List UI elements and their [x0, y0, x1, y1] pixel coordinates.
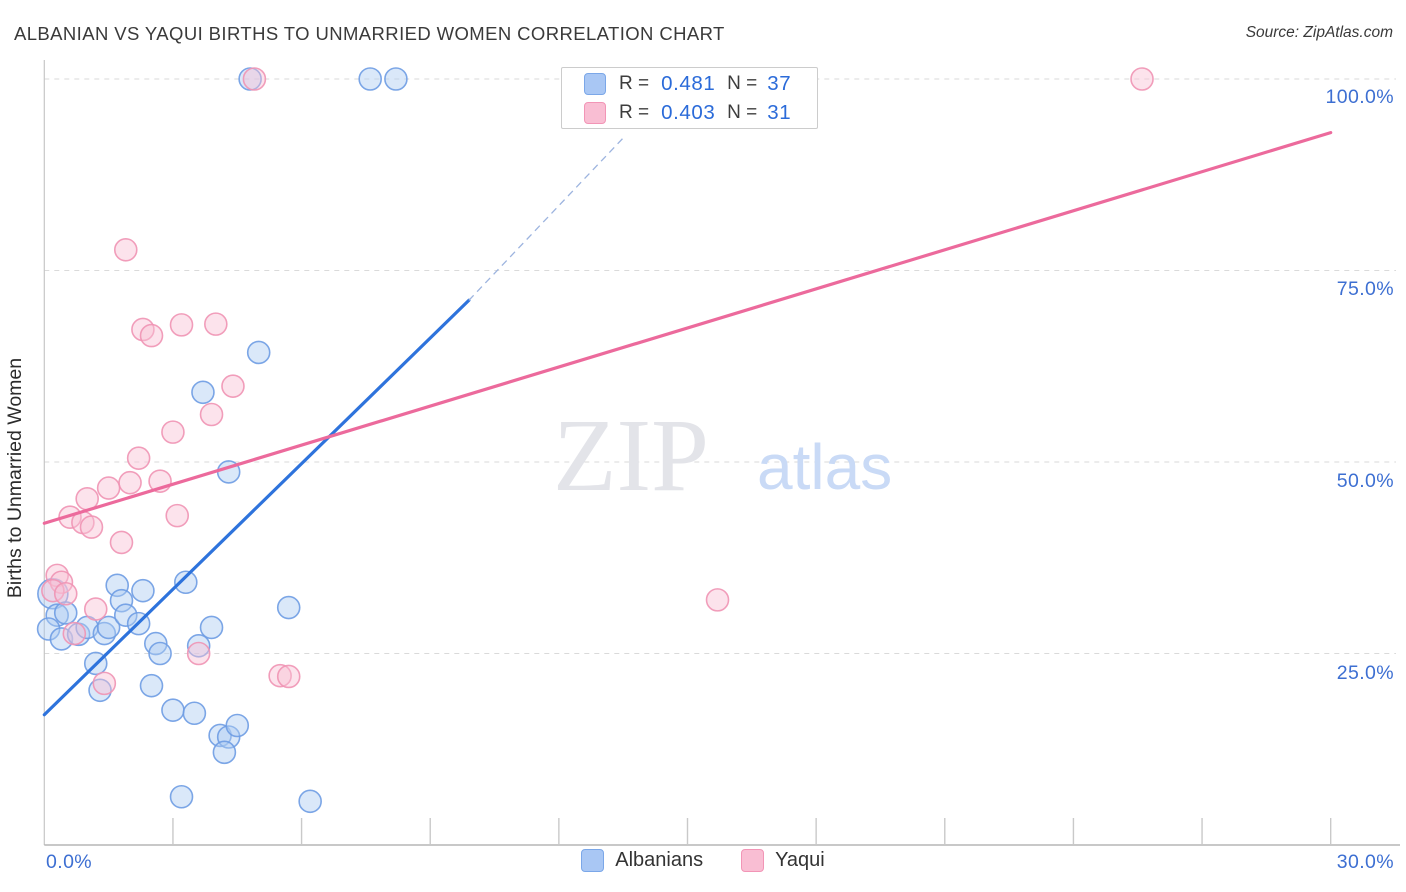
yaqui-r-value: 0.403 — [661, 100, 716, 124]
trendline-extension-albanians — [468, 137, 624, 301]
scatter-point-albanians — [36, 617, 61, 641]
legend-row-yaqui: R = 0.403 N = 31 — [584, 101, 817, 125]
yaqui-swatch — [584, 101, 606, 124]
scatter-point-albanians — [45, 603, 69, 628]
series-legend: Albanians Yaqui — [0, 849, 1406, 872]
y-axis-title: Births to Unmarried Women — [4, 358, 26, 598]
yaqui-n-value: 31 — [767, 100, 792, 124]
scatter-point-albanians — [384, 67, 408, 91]
scatter-point-albanians — [358, 67, 382, 91]
legend-row-albanians: R = 0.481 N = 37 — [584, 72, 817, 96]
scatter-point-albanians — [212, 740, 237, 765]
x-tick-label-max: 30.0% — [1336, 851, 1394, 873]
scatter-points-layer — [36, 67, 1154, 814]
scatter-point-yaqui — [113, 238, 138, 262]
yaqui-label: Yaqui — [775, 849, 825, 871]
albanians-label: Albanians — [615, 849, 704, 871]
trendline-albanians — [42, 298, 471, 717]
scatter-point-yaqui — [276, 664, 301, 689]
y-tick-label-25: 25.0% — [1336, 662, 1394, 684]
correlation-legend-box: R = 0.481 N = 37 R = 0.403 N = 31 — [561, 67, 818, 129]
r-label: R = — [619, 101, 650, 123]
scatter-point-yaqui — [83, 597, 108, 621]
scatter-point-yaqui — [1130, 67, 1154, 91]
x-tick-label-min: 0.0% — [46, 851, 93, 873]
legend-item-albanians: Albanians — [581, 849, 703, 872]
y-tick-label-100: 100.0% — [1325, 86, 1394, 108]
albanians-swatch — [581, 849, 605, 872]
scatter-point-yaqui — [268, 663, 292, 688]
scatter-point-yaqui — [79, 515, 104, 539]
trendline-yaqui — [42, 131, 1333, 525]
scatter-point-albanians — [148, 641, 172, 666]
scatter-point-yaqui — [96, 476, 121, 500]
scatter-point-albanians — [96, 615, 121, 640]
scatter-point-yaqui — [199, 402, 224, 427]
r-label: R = — [619, 72, 650, 94]
scatter-point-yaqui — [92, 671, 117, 696]
scatter-point-albanians — [246, 340, 271, 365]
trendlines-layer — [42, 131, 1333, 717]
scatter-point-yaqui — [126, 446, 151, 470]
scatter-point-albanians — [131, 578, 155, 603]
scatter-point-albanians — [105, 573, 129, 598]
scatter-point-yaqui — [53, 581, 78, 606]
n-label: N = — [727, 72, 758, 94]
albanians-swatch — [584, 72, 606, 95]
scatter-point-albanians — [169, 784, 194, 809]
scatter-point-yaqui — [242, 67, 267, 91]
gridlines-layer — [44, 78, 1396, 654]
scatter-point-albanians — [182, 701, 207, 726]
scatter-point-albanians — [161, 698, 185, 722]
scatter-point-albanians — [113, 603, 138, 628]
scatter-point-yaqui — [139, 323, 164, 348]
scatter-point-albanians — [225, 713, 250, 738]
scatter-point-albanians — [109, 588, 134, 613]
scatter-point-albanians — [139, 673, 164, 698]
scatter-point-albanians — [276, 595, 301, 620]
scatter-point-yaqui — [169, 313, 194, 337]
scatter-point-yaqui — [161, 420, 185, 444]
scatter-point-yaqui — [109, 530, 134, 555]
scatter-point-albanians — [174, 570, 198, 595]
scatter-point-albanians — [191, 380, 215, 405]
y-tick-label-50: 50.0% — [1336, 470, 1394, 492]
albanians-r-value: 0.481 — [661, 71, 716, 95]
scatter-point-yaqui — [118, 470, 142, 495]
n-label: N = — [727, 101, 758, 123]
albanians-n-value: 37 — [767, 71, 792, 95]
scatter-point-albanians — [186, 634, 211, 658]
scatter-point-albanians — [88, 678, 112, 703]
scatter-point-yaqui — [165, 503, 190, 528]
page-title: ALBANIAN VS YAQUI BIRTHS TO UNMARRIED WO… — [14, 23, 725, 44]
scatter-point-yaqui — [204, 312, 228, 336]
scatter-point-albanians — [199, 615, 224, 640]
scatter-point-yaqui — [705, 588, 730, 612]
scatter-point-yaqui — [62, 621, 87, 646]
scatter-point-yaqui — [186, 641, 211, 666]
scatter-point-albanians — [298, 789, 322, 814]
scatter-point-yaqui — [221, 374, 245, 398]
watermark-atlas: atlas — [757, 431, 892, 503]
source-attribution: Source: ZipAtlas.com — [1245, 24, 1393, 41]
legend-item-yaqui: Yaqui — [741, 849, 825, 872]
watermark-zip: ZIP — [553, 398, 709, 513]
yaqui-swatch — [741, 849, 765, 872]
scatter-point-albanians — [53, 601, 78, 625]
y-tick-label-75: 75.0% — [1336, 278, 1394, 300]
x-axis-ticks-layer — [172, 818, 1332, 844]
